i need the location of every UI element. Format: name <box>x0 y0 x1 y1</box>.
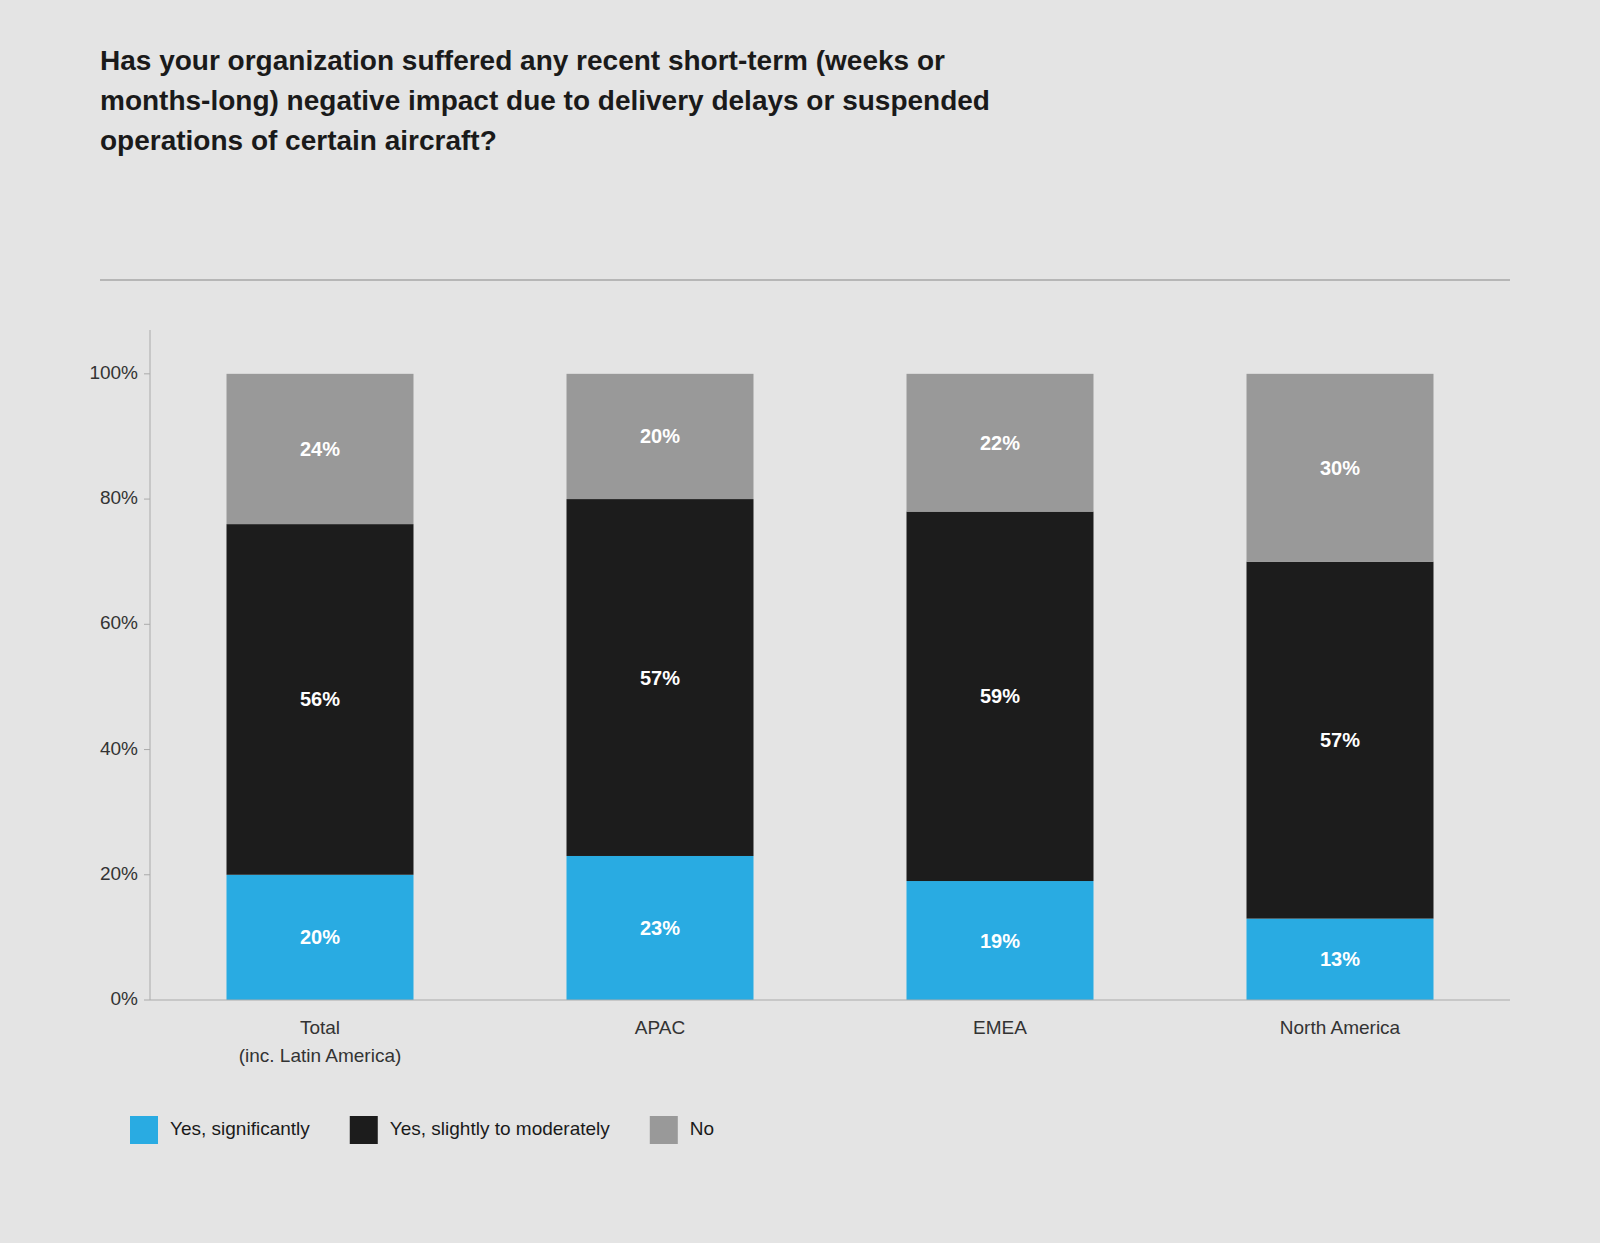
legend-swatch <box>350 1116 378 1144</box>
data-label: 57% <box>1320 729 1360 751</box>
y-tick <box>144 1000 150 1001</box>
bar-segment <box>1247 374 1434 562</box>
bars <box>227 374 1434 1000</box>
x-tick-label: North America <box>1280 1017 1401 1038</box>
bar-segment <box>567 374 754 499</box>
x-axis-line <box>150 1000 1510 1001</box>
bar-segment <box>227 374 414 524</box>
bar-segment <box>907 881 1094 1000</box>
data-label: 22% <box>980 432 1020 454</box>
data-label: 20% <box>640 425 680 447</box>
legend-swatch <box>650 1116 678 1144</box>
data-label: 24% <box>300 438 340 460</box>
data-labels: 20% 56% 24% 23% 57% 20% 19% 59% 22% 13% 57% 30% <box>300 425 1360 970</box>
bar-segment <box>567 499 754 856</box>
y-tick <box>144 749 150 750</box>
y-tick-label: 60% <box>100 612 138 633</box>
data-label: 56% <box>300 688 340 710</box>
y-tick-label: 80% <box>100 487 138 508</box>
legend-swatch <box>130 1116 158 1144</box>
legend-label: No <box>690 1118 714 1139</box>
y-tick-label: 40% <box>100 738 138 759</box>
legend-label: Yes, slightly to moderately <box>390 1118 611 1139</box>
title: Has your organization suffered any recen… <box>100 45 990 156</box>
background <box>0 0 1600 1243</box>
y-tick <box>144 373 150 374</box>
bar-segment <box>907 374 1094 512</box>
bar-segment <box>227 875 414 1000</box>
data-label: 57% <box>640 667 680 689</box>
data-label: 59% <box>980 685 1020 707</box>
bar-segment <box>1247 562 1434 919</box>
x-tick-label: Total(inc. Latin America) <box>239 1017 402 1066</box>
data-label: 20% <box>300 926 340 948</box>
data-label: 30% <box>1320 457 1360 479</box>
bar-segment <box>567 856 754 1000</box>
separator <box>100 280 1510 281</box>
y-tick-label: 0% <box>111 988 139 1009</box>
x-tick-label: EMEA <box>973 1017 1027 1038</box>
y-tick <box>144 499 150 500</box>
legend: Yes, significantly Yes, slightly to moder… <box>130 1116 714 1144</box>
y-tick-label: 20% <box>100 863 138 884</box>
y-tick <box>144 624 150 625</box>
legend-label: Yes, significantly <box>170 1118 310 1139</box>
y-axis-line <box>150 330 151 1000</box>
data-label: 23% <box>640 917 680 939</box>
y-tick-label: 100% <box>89 362 138 383</box>
bar-segment <box>907 512 1094 881</box>
bar-segment <box>227 524 414 875</box>
y-tick <box>144 874 150 875</box>
data-label: 13% <box>1320 948 1360 970</box>
x-tick-label: APAC <box>635 1017 685 1038</box>
chart: Has your organization suffered any recen… <box>0 0 1600 1243</box>
bar-segment <box>1247 919 1434 1000</box>
data-label: 19% <box>980 930 1020 952</box>
